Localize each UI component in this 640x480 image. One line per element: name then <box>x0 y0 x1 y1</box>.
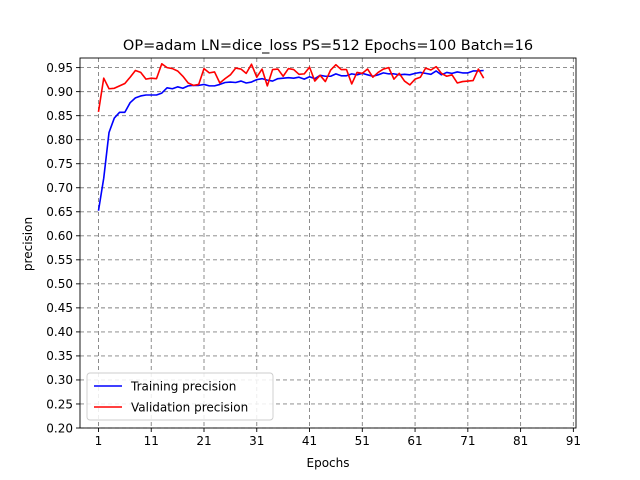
y-tick-label: 0.70 <box>46 181 73 195</box>
y-tick-label: 0.75 <box>46 157 73 171</box>
y-tick-label: 0.45 <box>46 301 73 315</box>
x-tick-label: 81 <box>513 434 528 448</box>
y-tick-label: 0.35 <box>46 349 73 363</box>
x-tick-label: 51 <box>355 434 370 448</box>
legend-label-validation: Validation precision <box>131 401 248 415</box>
y-tick-label: 0.80 <box>46 133 73 147</box>
y-tick-label: 0.50 <box>46 277 73 291</box>
y-axis-ticks: 0.20 0.25 0.30 0.35 0.40 0.45 0.50 0.55 0.60 0.65… <box>46 61 80 435</box>
x-tick-label: 1 <box>95 434 103 448</box>
y-axis-label: precision <box>21 217 35 271</box>
y-tick-label: 0.90 <box>46 85 73 99</box>
y-tick-label: 0.55 <box>46 253 73 267</box>
x-tick-label: 31 <box>249 434 264 448</box>
y-tick-label: 0.65 <box>46 205 73 219</box>
legend: Training precision Validation precision <box>86 372 274 421</box>
legend-box <box>86 372 274 421</box>
y-tick-label: 0.20 <box>46 421 73 435</box>
y-tick-label: 0.85 <box>46 109 73 123</box>
y-tick-label: 0.95 <box>46 61 73 75</box>
x-tick-label: 21 <box>196 434 211 448</box>
plot-frame <box>79 57 577 429</box>
x-tick-label: 41 <box>302 434 317 448</box>
x-tick-label: 91 <box>566 434 581 448</box>
series-layer <box>97 62 485 211</box>
x-tick-label: 71 <box>460 434 475 448</box>
y-tick-label: 0.30 <box>46 373 73 387</box>
x-axis-label: Epochs <box>307 456 350 470</box>
y-tick-label: 0.60 <box>46 229 73 243</box>
x-axis-ticks: 1 11 21 31 41 51 61 71 81 91 <box>95 428 581 448</box>
y-tick-label: 0.25 <box>46 397 73 411</box>
chart-title: OP=adam LN=dice_loss PS=512 Epochs=100 B… <box>123 38 533 54</box>
validation-precision-line <box>97 62 485 112</box>
training-precision-line <box>97 69 484 211</box>
x-tick-label: 11 <box>144 434 159 448</box>
y-tick-label: 0.40 <box>46 325 73 339</box>
legend-label-training: Training precision <box>130 380 236 394</box>
x-tick-label: 61 <box>407 434 422 448</box>
